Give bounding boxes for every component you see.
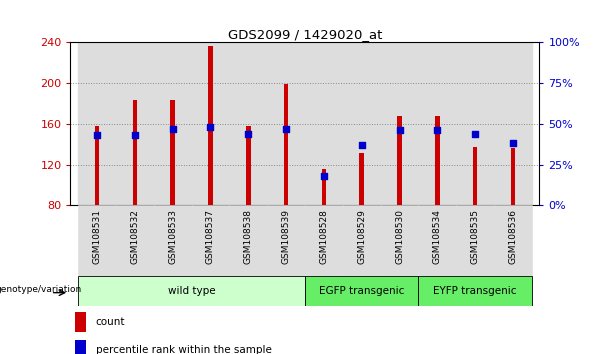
Point — [357, 142, 367, 148]
Bar — [191, 205, 229, 276]
Text: GSM108529: GSM108529 — [357, 209, 366, 264]
Point — [92, 132, 102, 138]
Point — [432, 127, 442, 133]
Bar — [419, 42, 456, 205]
Bar — [397, 116, 402, 205]
Point — [205, 124, 215, 130]
Point — [243, 131, 253, 137]
Bar — [229, 205, 267, 276]
Bar — [94, 126, 99, 205]
Text: GSM108537: GSM108537 — [206, 209, 215, 264]
Bar — [267, 42, 305, 205]
Bar — [191, 42, 229, 205]
Bar — [511, 148, 516, 205]
Bar — [343, 205, 381, 276]
Point — [470, 131, 480, 137]
Bar — [267, 205, 305, 276]
Text: GSM108538: GSM108538 — [244, 209, 253, 264]
Bar — [132, 101, 137, 205]
Bar — [116, 42, 154, 205]
Bar — [419, 276, 532, 306]
Text: count: count — [96, 317, 125, 327]
Bar — [473, 147, 478, 205]
Bar — [381, 42, 419, 205]
Bar — [116, 205, 154, 276]
Bar — [78, 42, 116, 205]
Text: EYFP transgenic: EYFP transgenic — [433, 286, 517, 296]
Text: GSM108531: GSM108531 — [93, 209, 102, 264]
Bar — [75, 312, 86, 332]
Bar — [154, 42, 191, 205]
Bar — [154, 205, 191, 276]
Bar — [78, 276, 305, 306]
Text: GSM108534: GSM108534 — [433, 209, 442, 264]
Point — [508, 141, 518, 146]
Title: GDS2099 / 1429020_at: GDS2099 / 1429020_at — [228, 28, 382, 41]
Text: GSM108536: GSM108536 — [508, 209, 517, 264]
Bar — [229, 42, 267, 205]
Bar — [494, 42, 532, 205]
Text: EGFP transgenic: EGFP transgenic — [319, 286, 405, 296]
Bar — [75, 340, 86, 354]
Point — [281, 126, 291, 132]
Text: GSM108532: GSM108532 — [131, 209, 139, 264]
Bar — [359, 153, 364, 205]
Bar — [284, 84, 288, 205]
Text: GSM108528: GSM108528 — [319, 209, 329, 264]
Bar — [78, 205, 116, 276]
Text: GSM108535: GSM108535 — [471, 209, 479, 264]
Bar — [246, 126, 251, 205]
Point — [168, 126, 178, 132]
Bar — [456, 205, 494, 276]
Bar — [494, 205, 532, 276]
Bar — [381, 205, 419, 276]
Text: percentile rank within the sample: percentile rank within the sample — [96, 346, 272, 354]
Point — [319, 173, 329, 179]
Text: GSM108533: GSM108533 — [168, 209, 177, 264]
Point — [395, 127, 405, 133]
Bar — [343, 42, 381, 205]
Point — [130, 132, 140, 138]
Text: wild type: wild type — [168, 286, 215, 296]
Text: GSM108539: GSM108539 — [281, 209, 291, 264]
Bar — [305, 42, 343, 205]
Bar — [419, 205, 456, 276]
Text: GSM108530: GSM108530 — [395, 209, 404, 264]
Bar — [456, 42, 494, 205]
Bar — [170, 101, 175, 205]
Text: genotype/variation: genotype/variation — [0, 285, 82, 294]
Bar — [322, 169, 326, 205]
Bar — [208, 46, 213, 205]
Bar — [435, 116, 440, 205]
Bar — [305, 205, 343, 276]
Bar — [305, 276, 419, 306]
